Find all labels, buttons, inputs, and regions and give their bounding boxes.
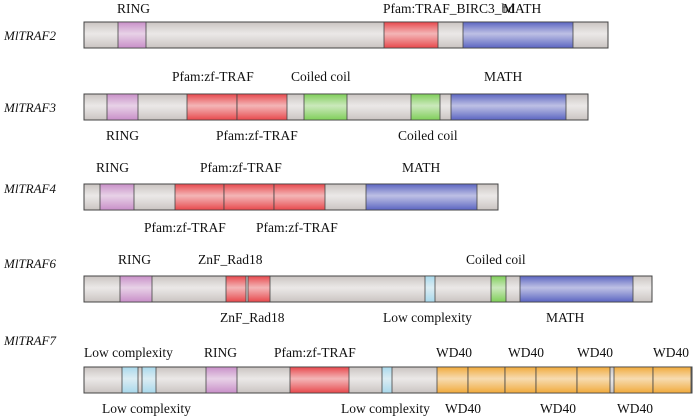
domain-traf [225,275,247,303]
domain-math [365,183,478,211]
domain-label-wd40: WD40 [653,345,689,360]
domain-label-low-complexity: Low complexity [84,345,173,360]
domain-label-wd40: WD40 [436,345,472,360]
protein-name: MlTRAF2 [3,28,56,43]
domain-wd40 [613,366,654,394]
domain-label-pfam-zf-traf: Pfam:zf-TRAF [144,220,226,235]
domain-wd40 [652,366,692,394]
domain-ring [119,275,153,303]
domain-traf [186,93,238,121]
domain-label-pfam-zf-traf: Pfam:zf-TRAF [200,160,282,175]
domain-wd40 [436,366,469,394]
domain-label-math: MATH [546,310,585,325]
domain-traf [289,366,350,394]
domain-label-ring: RING [204,345,237,360]
protein-name: MlTRAF6 [3,256,56,271]
domain-traf [273,183,326,211]
domain-lowcomplex [121,366,139,394]
domain-label-coiled-coil: Coiled coil [398,128,458,143]
domain-label-coiled-coil: Coiled coil [466,252,526,267]
domain-math [519,275,634,303]
protein-name: MlTRAF4 [3,181,56,196]
domain-traf [383,21,439,49]
protein-mltraf6: MlTRAF6 RING ZnF_Rad18 Coiled coil ZnF_Rad18… [3,252,653,325]
domain-label-wd40: WD40 [540,401,576,416]
domain-traf [247,275,271,303]
domain-label-wd40: WD40 [617,401,653,416]
domain-lowcomplex [381,366,393,394]
domain-label-ring: RING [96,160,129,175]
domain-ring [106,93,139,121]
domain-label-math: MATH [402,160,441,175]
domain-label-wd40: WD40 [445,401,481,416]
domain-label-ring: RING [106,128,139,143]
domain-math [462,21,574,49]
protein-mltraf4: MlTRAF4 RING Pfam:zf-TRAF MATH Pfam:zf-TRAF P… [3,160,499,235]
protein-mltraf7: MlTRAF7 Low complexity RING Pfam:zf-TRAF WD4… [3,333,693,416]
domain-label-pfam-zf-traf: Pfam:zf-TRAF [216,128,298,143]
domain-math [450,93,567,121]
domain-traf [223,183,275,211]
domain-label-math: MATH [503,1,542,16]
domain-ring [117,21,147,49]
domain-label-znf-rad18: ZnF_Rad18 [220,310,285,325]
domain-label-ring: RING [117,1,150,16]
protein-name: MlTRAF7 [3,333,56,348]
domain-wd40 [535,366,578,394]
domain-label-low-complexity: Low complexity [341,401,430,416]
domain-label-low-complexity: Low complexity [102,401,191,416]
domain-label-pfam-zf-traf: Pfam:zf-TRAF [256,220,338,235]
domain-label-wd40: WD40 [577,345,613,360]
domain-coiled [410,93,441,121]
domain-coiled [303,93,348,121]
domain-traf [174,183,225,211]
domain-label-low-complexity: Low complexity [383,310,472,325]
domain-coiled [490,275,507,303]
domain-ring [205,366,238,394]
domain-label-pfam-zf-traf: Pfam:zf-TRAF [172,69,254,84]
domain-ring [99,183,135,211]
domain-label-pfam-traf-birc3-bd: Pfam:TRAF_BIRC3_bd [383,1,515,16]
domain-lowcomplex [141,366,157,394]
domain-lowcomplex [424,275,436,303]
domain-label-pfam-zf-traf: Pfam:zf-TRAF [274,345,356,360]
protein-mltraf3: MlTRAF3 Pfam:zf-TRAF Coiled coil MATH RING Pf… [3,69,589,143]
domain-traf [236,93,288,121]
domain-wd40 [467,366,506,394]
domain-wd40 [504,366,537,394]
domain-label-ring: RING [118,252,151,267]
domain-wd40 [576,366,611,394]
domain-label-math: MATH [484,69,523,84]
domain-label-wd40: WD40 [508,345,544,360]
domain-label-znf-rad18: ZnF_Rad18 [198,252,263,267]
domain-label-coiled-coil: Coiled coil [291,69,351,84]
protein-name: MlTRAF3 [3,100,56,115]
